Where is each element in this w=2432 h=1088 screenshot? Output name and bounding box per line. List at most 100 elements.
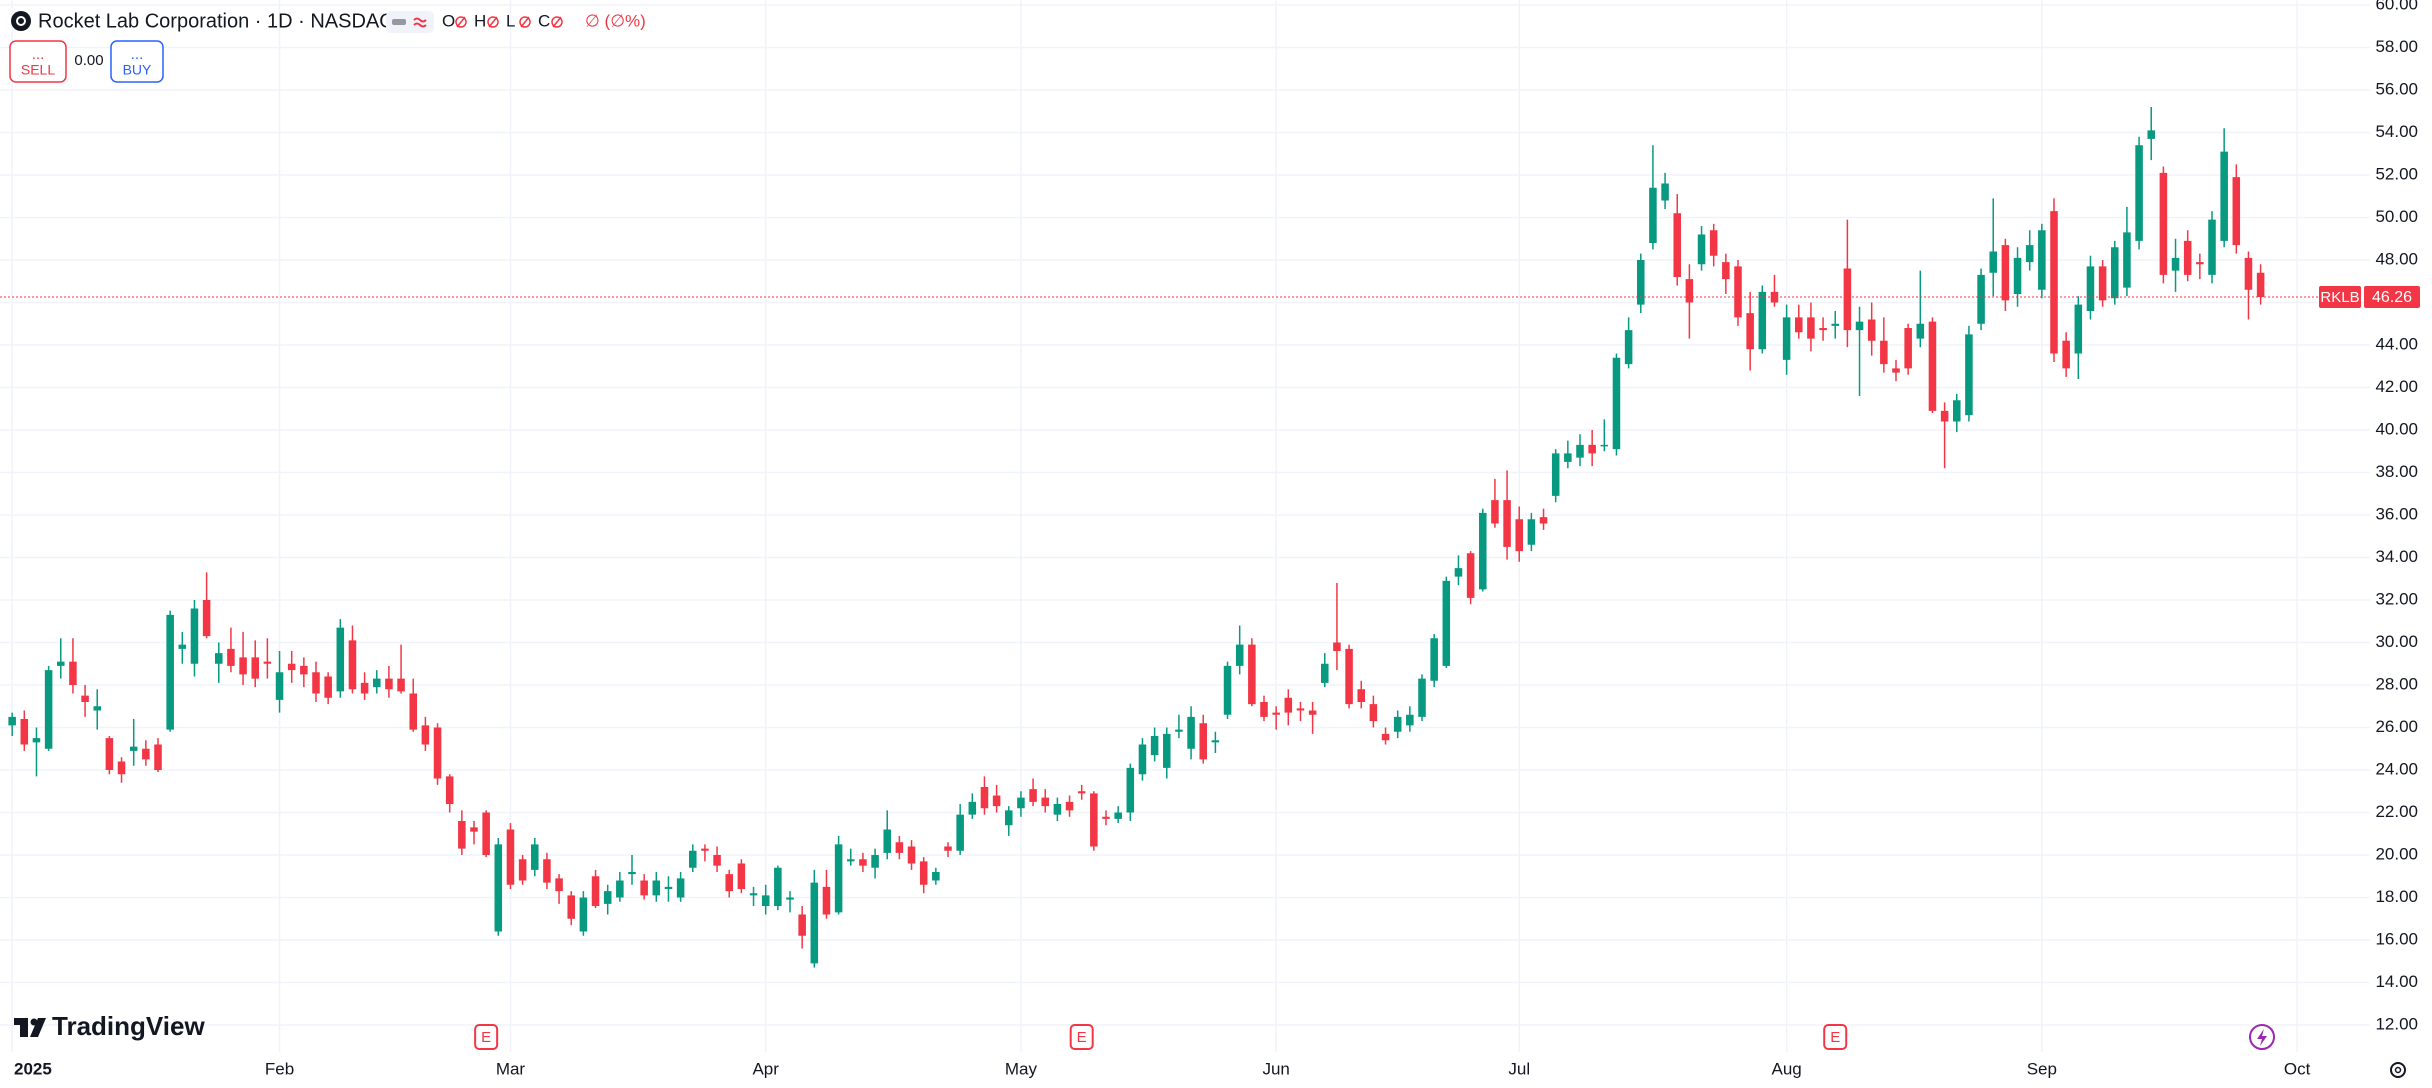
candle-body <box>1150 736 1159 756</box>
sell-button[interactable] <box>9 40 67 83</box>
candle-body <box>1406 714 1414 726</box>
candle-body <box>1637 260 1645 305</box>
candle-body <box>2025 245 2034 263</box>
candle-body <box>348 640 357 690</box>
candle-body <box>445 776 454 804</box>
candle-body <box>956 814 964 851</box>
candle-body <box>1321 663 1329 683</box>
candle-body <box>1831 323 1839 326</box>
candle-body <box>1795 317 1803 333</box>
x-tick-label: Mar <box>496 1059 526 1078</box>
candle-body <box>1284 697 1293 713</box>
candle-body <box>2098 266 2107 301</box>
ohlc-label: O <box>442 11 455 30</box>
candle-body <box>1442 580 1451 666</box>
candle-body <box>1576 444 1584 458</box>
candle-body <box>652 880 661 896</box>
candle-body <box>798 914 806 936</box>
candle-body <box>1393 716 1402 732</box>
y-tick-label: 54.00 <box>2375 122 2418 141</box>
candle-body <box>2050 211 2058 354</box>
candle-body <box>1345 648 1353 705</box>
candle-body <box>1661 183 1669 201</box>
buy-button[interactable] <box>110 40 164 83</box>
candle-body <box>932 872 940 881</box>
candle-body <box>1624 330 1633 365</box>
candle-body <box>105 738 114 770</box>
candle-body <box>1758 291 1767 350</box>
no-value-icon <box>487 16 499 28</box>
candle-body <box>1077 791 1086 794</box>
candle-body <box>2123 232 2131 288</box>
candle-body <box>166 614 174 730</box>
y-tick-label: 32.00 <box>2375 589 2418 608</box>
candle-body <box>506 829 515 885</box>
candle-body <box>1005 810 1013 826</box>
y-tick-label: 50.00 <box>2375 207 2418 226</box>
candle-body <box>2001 245 2010 301</box>
candle-body <box>1211 740 1220 743</box>
candle-body <box>1527 519 1536 545</box>
last-price-label: 46.26 <box>2372 289 2412 306</box>
candle-body <box>737 863 746 889</box>
candle-body <box>44 670 53 749</box>
candle-body <box>1904 328 1912 369</box>
candle-body <box>482 812 490 855</box>
candle-body <box>117 761 126 775</box>
candle-body <box>1722 262 1730 280</box>
candle-body <box>1260 702 1268 717</box>
candle-body <box>1977 274 1985 324</box>
candle-body <box>202 600 211 637</box>
y-tick-label: 24.00 <box>2375 759 2418 778</box>
candle-body <box>494 844 503 932</box>
y-tick-label: 36.00 <box>2375 504 2418 523</box>
ohlc-label: C <box>538 11 550 30</box>
candle-body <box>69 661 77 685</box>
candle-body <box>239 657 247 675</box>
y-tick-label: 14.00 <box>2375 972 2418 991</box>
earnings-label: E <box>1830 1029 1840 1046</box>
candle-body <box>458 821 466 849</box>
indicator-toggle[interactable] <box>386 11 434 33</box>
candle-body <box>2111 247 2119 299</box>
brand-logo <box>14 1018 46 1037</box>
candle-body <box>81 695 89 702</box>
candle-body <box>676 878 685 898</box>
candle-body <box>531 844 539 870</box>
no-value-slash <box>456 16 466 28</box>
candle-body <box>1503 500 1511 547</box>
y-tick-label: 58.00 <box>2375 37 2418 56</box>
candle-body <box>1965 334 1973 416</box>
candle-body <box>1649 187 1657 243</box>
earnings-marker[interactable] <box>474 1024 499 1050</box>
candle-body <box>1053 804 1062 815</box>
settings-button[interactable] <box>2390 1062 2406 1078</box>
candle-body <box>701 848 709 851</box>
candle-body <box>907 846 916 864</box>
candle-body <box>1357 689 1365 702</box>
y-tick-label: 40.00 <box>2375 419 2418 438</box>
candle-body <box>1381 733 1390 741</box>
candle-body <box>1479 512 1487 590</box>
indicator-icon <box>392 19 406 25</box>
symbol-logo-mark <box>16 16 26 26</box>
candle-body <box>397 678 405 692</box>
candle-body <box>251 657 259 679</box>
candle-body <box>2183 240 2192 275</box>
candle-body <box>567 895 575 919</box>
brand-name: TradingView <box>52 1011 205 1041</box>
x-tick-label: Jun <box>1262 1059 1289 1078</box>
grid <box>0 0 2370 1052</box>
candle-body <box>1564 453 1572 462</box>
candle-body <box>2232 177 2241 246</box>
candle-body <box>373 678 381 688</box>
earnings-marker[interactable] <box>1069 1024 1094 1050</box>
candle-body <box>1867 319 1876 341</box>
no-value-slash <box>520 16 530 28</box>
earnings-marker[interactable] <box>1823 1024 1848 1050</box>
candle-body <box>385 678 393 690</box>
candle-body <box>2086 266 2095 311</box>
candle-body <box>8 716 16 726</box>
candle-body <box>1746 313 1754 350</box>
candle-body <box>1041 797 1049 807</box>
